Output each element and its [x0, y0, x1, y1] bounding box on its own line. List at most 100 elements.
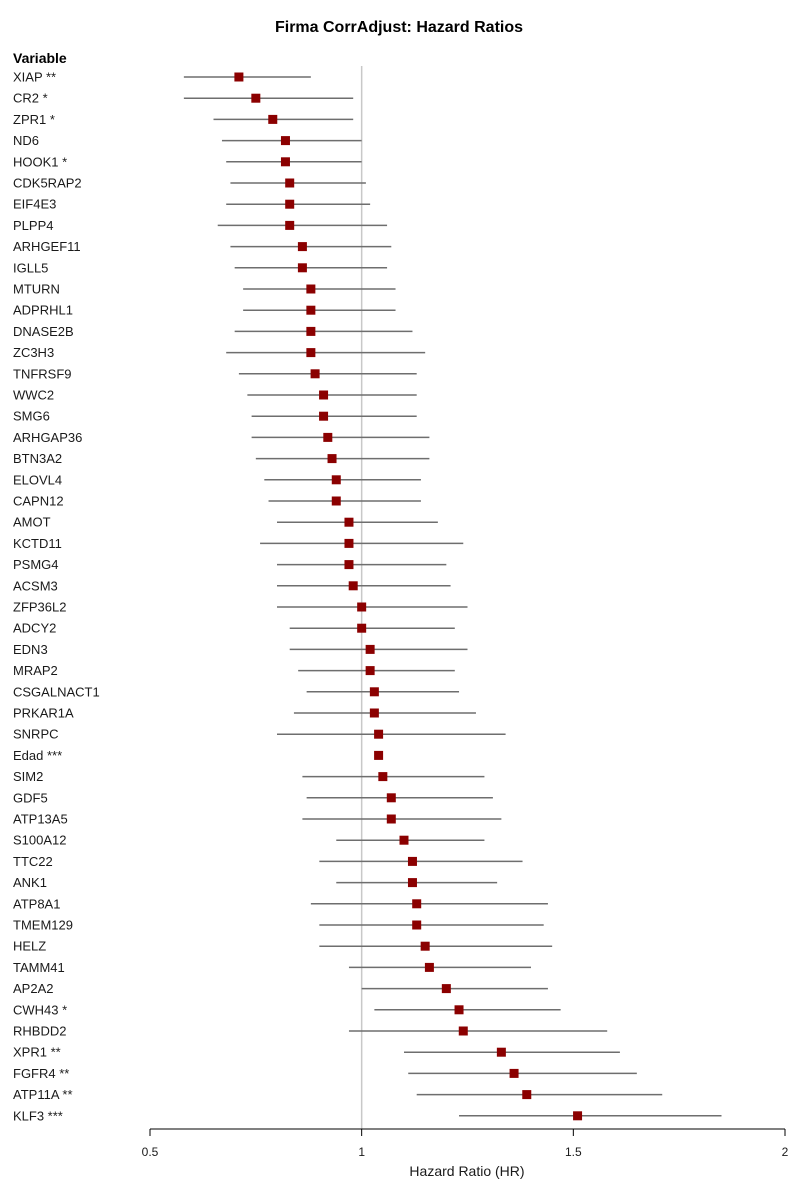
- forest-row: ADPRHL1: [13, 303, 396, 318]
- hr-point: [399, 835, 409, 845]
- row-label: ELOVL4: [13, 472, 62, 487]
- row-label: KLF3 ***: [13, 1108, 63, 1123]
- row-label: CR2 *: [13, 91, 48, 106]
- row-label: PRKAR1A: [13, 706, 74, 721]
- hr-point: [496, 1047, 506, 1057]
- hr-point: [407, 856, 417, 866]
- hr-point: [374, 729, 384, 739]
- hr-point: [357, 602, 367, 612]
- forest-row: ZFP36L2: [13, 600, 468, 615]
- hr-point: [268, 114, 278, 124]
- hr-point: [331, 496, 341, 506]
- row-label: ARHGAP36: [13, 430, 82, 445]
- row-label: TNFRSF9: [13, 366, 72, 381]
- row-label: ZC3H3: [13, 345, 54, 360]
- hr-point: [378, 772, 388, 782]
- forest-row: XPR1 **: [13, 1045, 620, 1060]
- forest-row: ATP8A1: [13, 896, 548, 911]
- row-label: PLPP4: [13, 218, 53, 233]
- row-label: GDF5: [13, 790, 48, 805]
- forest-row: ND6: [13, 133, 362, 148]
- forest-row: TMEM129: [13, 918, 544, 933]
- row-label: SNRPC: [13, 727, 59, 742]
- x-axis-ticks: 0.5 1 1.5 2: [142, 1129, 789, 1159]
- row-label: XPR1 **: [13, 1045, 61, 1060]
- hr-point: [319, 411, 329, 421]
- forest-row: WWC2: [13, 388, 417, 403]
- forest-row: S100A12: [13, 833, 485, 848]
- forest-row: CSGALNACT1: [13, 684, 460, 699]
- row-label: PSMG4: [13, 557, 59, 572]
- row-label: DNASE2B: [13, 324, 74, 339]
- forest-row: RHBDD2: [13, 1024, 608, 1039]
- hr-point: [280, 157, 290, 167]
- row-label: ATP11A **: [13, 1087, 73, 1102]
- hr-point: [412, 899, 422, 909]
- hr-point: [509, 1068, 519, 1078]
- hr-point: [424, 962, 434, 972]
- row-label: CAPN12: [13, 494, 64, 509]
- row-label: ADCY2: [13, 621, 56, 636]
- forest-row: BTN3A2: [13, 451, 430, 466]
- forest-row: CDK5RAP2: [13, 176, 366, 191]
- forest-row: GDF5: [13, 790, 493, 805]
- forest-row: ARHGAP36: [13, 430, 430, 445]
- hr-point: [365, 666, 375, 676]
- row-label: ATP13A5: [13, 812, 68, 827]
- row-label: ATP8A1: [13, 896, 60, 911]
- row-label: RHBDD2: [13, 1024, 66, 1039]
- hr-point: [297, 263, 307, 273]
- forest-row: AP2A2: [13, 981, 548, 996]
- row-label: ADPRHL1: [13, 303, 73, 318]
- row-label: HOOK1 *: [13, 154, 67, 169]
- hr-point: [297, 242, 307, 252]
- hr-point: [348, 581, 358, 591]
- row-label: ANK1: [13, 875, 47, 890]
- row-label: MRAP2: [13, 663, 58, 678]
- hr-point: [306, 348, 316, 358]
- row-label: WWC2: [13, 388, 54, 403]
- hr-point: [573, 1111, 583, 1121]
- forest-row: IGLL5: [13, 260, 388, 275]
- forest-row: CAPN12: [13, 494, 421, 509]
- forest-row: SMG6: [13, 409, 417, 424]
- hr-point: [285, 178, 295, 188]
- row-label: ACSM3: [13, 578, 58, 593]
- row-label: SIM2: [13, 769, 43, 784]
- hr-point: [306, 326, 316, 336]
- row-label: AP2A2: [13, 981, 53, 996]
- forest-row: HOOK1 *: [13, 154, 362, 169]
- forest-row: ACSM3: [13, 578, 451, 593]
- hr-point: [407, 878, 417, 888]
- hr-point: [251, 93, 261, 103]
- row-label: IGLL5: [13, 260, 48, 275]
- hr-point: [234, 72, 244, 82]
- forest-row: MTURN: [13, 282, 396, 297]
- forest-row: FGFR4 **: [13, 1066, 637, 1081]
- row-label: EIF4E3: [13, 197, 56, 212]
- hr-point: [344, 538, 354, 548]
- hr-point: [369, 708, 379, 718]
- forest-row: AMOT: [13, 515, 438, 530]
- hr-point: [285, 199, 295, 209]
- hr-point: [369, 687, 379, 697]
- hr-point: [386, 814, 396, 824]
- forest-row: DNASE2B: [13, 324, 413, 339]
- row-label: ARHGEF11: [13, 239, 81, 254]
- forest-row: KLF3 ***: [13, 1108, 722, 1123]
- forest-row: TAMM41: [13, 960, 531, 975]
- row-label: KCTD11: [13, 536, 62, 551]
- hr-point: [323, 432, 333, 442]
- row-label: TMEM129: [13, 918, 73, 933]
- forest-row: ATP13A5: [13, 812, 502, 827]
- hr-point: [357, 623, 367, 633]
- hr-point: [306, 305, 316, 315]
- forest-row: HELZ: [13, 939, 553, 954]
- hr-point: [344, 560, 354, 570]
- forest-row: EDN3: [13, 642, 468, 657]
- hr-point: [306, 284, 316, 294]
- row-label: XIAP **: [13, 70, 56, 85]
- hr-point: [412, 920, 422, 930]
- forest-row: PRKAR1A: [13, 706, 476, 721]
- forest-row: EIF4E3: [13, 197, 371, 212]
